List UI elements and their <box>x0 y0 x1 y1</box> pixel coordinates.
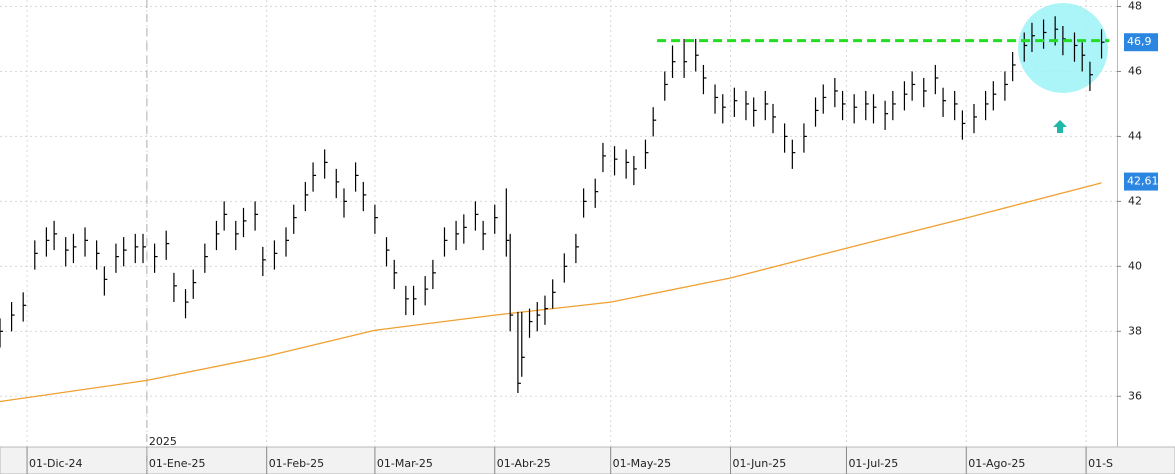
x-tick-label: 01-Jun-25 <box>732 457 786 470</box>
x-tick-label: 01-Jul-25 <box>848 457 898 470</box>
y-tick-label: 44 <box>1128 129 1142 142</box>
y-tick-label: 40 <box>1128 259 1142 272</box>
price-box-label: 42,61 <box>1127 175 1159 188</box>
y-tick-label: 48 <box>1128 0 1142 12</box>
x-tick-label: 01-Mar-25 <box>377 457 433 470</box>
y-tick-label: 36 <box>1128 389 1142 402</box>
grid <box>0 0 1121 474</box>
x-tick-label: 01-Ene-25 <box>149 457 206 470</box>
x-tick-label: 01-Dic-24 <box>29 457 83 470</box>
y-tick-label: 42 <box>1128 194 1142 207</box>
marks <box>0 16 1110 403</box>
x-axis-strip <box>0 446 1175 474</box>
x-tick-label: 01-May-25 <box>613 457 671 470</box>
x-tick-label: 01-Feb-25 <box>269 457 324 470</box>
moving-average <box>0 182 1102 403</box>
price-box-label: 46,9 <box>1127 35 1152 48</box>
price-box <box>1124 33 1158 52</box>
arrow-up <box>1053 120 1067 133</box>
price-box <box>1124 172 1158 191</box>
labels: 36 38 40 42 44 46 48 01-Dic-24 01-Ene-25 01-Feb-2… <box>29 0 1158 470</box>
year-label: 2025 <box>149 435 177 448</box>
y-tick-label: 38 <box>1128 324 1142 337</box>
x-tick-label: 01-Abr-25 <box>497 457 551 470</box>
x-tick-label: 01-Ago-25 <box>968 457 1025 470</box>
x-tick-label: 01-S <box>1088 457 1113 470</box>
y-tick-label: 46 <box>1128 64 1142 77</box>
